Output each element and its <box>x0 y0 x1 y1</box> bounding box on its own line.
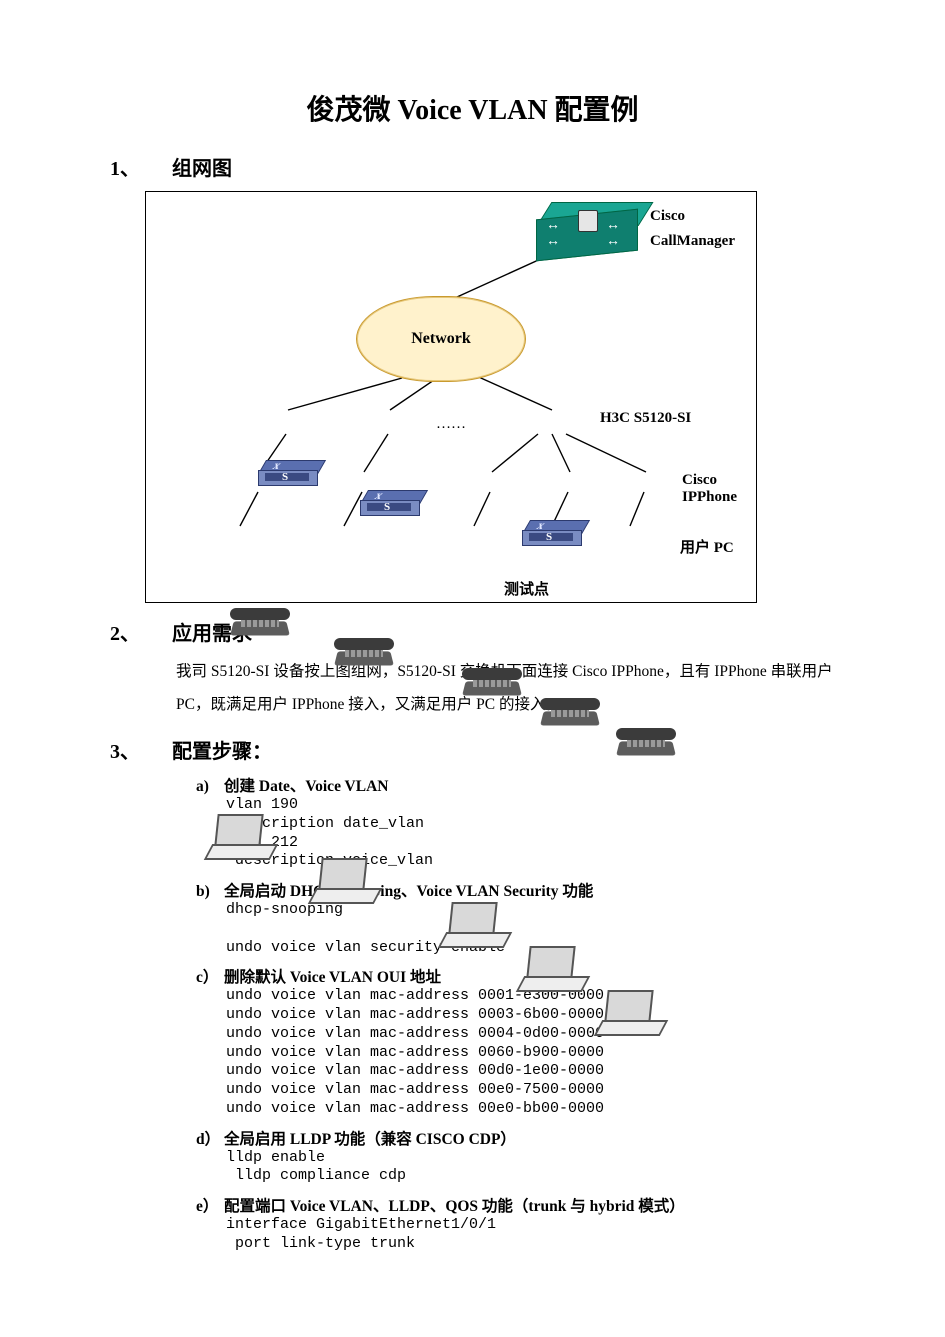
ipphone-icon <box>542 700 598 730</box>
step-b-title: 全局启动 DHCP-Snooping、Voice VLAN Security 功… <box>224 883 593 900</box>
callmanager-icon: ↔ ↔ ↔ ↔ <box>536 204 636 256</box>
step-e-heading: e）配置端口 Voice VLAN、LLDP、QOS 功能（trunk 与 hy… <box>196 1194 835 1216</box>
step-a-tag: a) <box>196 778 224 796</box>
section-1-text: 组网图 <box>172 158 232 180</box>
step-e-tag: e） <box>196 1194 224 1216</box>
page: 俊茂微 Voice VLAN 配置例 1、组网图 ↔ ↔ ↔ ↔ Cisco C… <box>0 0 945 1337</box>
section-2-number: 2、 <box>110 617 172 646</box>
callmanager-label-l2: CallManager <box>650 233 735 250</box>
test-point-label: 测试点 <box>504 578 549 599</box>
network-diagram: ↔ ↔ ↔ ↔ Cisco CallManager Network xS xS … <box>145 191 757 603</box>
step-d-title: 全局启用 LLDP 功能（兼容 CISCO CDP） <box>224 1131 516 1148</box>
step-d-code: lldp enable lldp compliance cdp <box>226 1149 835 1187</box>
diagram-lines <box>146 192 756 602</box>
laptop-icon <box>520 946 582 990</box>
ipphone-icon <box>464 670 520 700</box>
step-b-heading: b)全局启动 DHCP-Snooping、Voice VLAN Security… <box>196 879 835 901</box>
laptop-icon <box>598 990 660 1034</box>
switch-icon: xS <box>258 460 316 490</box>
switch-icon: xS <box>522 520 580 550</box>
step-b-tag: b) <box>196 883 224 901</box>
step-a-title: 创建 Date、Voice VLAN <box>224 778 388 795</box>
step-d-tag: d） <box>196 1127 224 1149</box>
laptop-icon <box>208 814 270 858</box>
config-steps: a)创建 Date、Voice VLAN vlan 190 descriptio… <box>196 774 835 1254</box>
user-pc-label: 用户 PC <box>680 536 734 557</box>
step-c-tag: c） <box>196 965 224 987</box>
network-cloud-icon: Network <box>356 296 526 382</box>
laptop-icon <box>312 858 374 902</box>
section-3-text: 配置步骤： <box>172 741 272 763</box>
ipphone-icon <box>618 730 674 760</box>
section-1-heading: 1、组网图 <box>110 152 835 181</box>
ipphone-icon <box>232 610 288 640</box>
step-a-heading: a)创建 Date、Voice VLAN <box>196 774 835 796</box>
step-c-heading: c）删除默认 Voice VLAN OUI 地址 <box>196 965 835 987</box>
switch-icon: xS <box>360 490 418 520</box>
step-e-title: 配置端口 Voice VLAN、LLDP、QOS 功能（trunk 与 hybr… <box>224 1198 685 1215</box>
section-2-heading: 2、应用需求 <box>110 617 835 646</box>
page-title: 俊茂微 Voice VLAN 配置例 <box>110 88 835 128</box>
callmanager-label-l1: Cisco <box>650 208 735 225</box>
step-c-code: undo voice vlan mac-address 0001-e300-00… <box>226 987 835 1118</box>
callmanager-label: Cisco CallManager <box>650 208 735 250</box>
network-cloud-label: Network <box>357 297 525 381</box>
step-e-code: interface GigabitEthernet1/0/1 port link… <box>226 1216 835 1254</box>
section-3-number: 3、 <box>110 735 172 764</box>
ellipsis-label: …… <box>436 416 466 433</box>
section-3-heading: 3、配置步骤： <box>110 735 835 764</box>
ipphone-label: Cisco IPPhone <box>682 472 756 506</box>
switch-model-label: H3C S5120-SI <box>600 410 691 427</box>
ipphone-icon <box>336 640 392 670</box>
laptop-icon <box>442 902 504 946</box>
step-d-heading: d）全局启用 LLDP 功能（兼容 CISCO CDP） <box>196 1127 835 1149</box>
step-c-title: 删除默认 Voice VLAN OUI 地址 <box>224 969 441 986</box>
section-1-number: 1、 <box>110 152 172 181</box>
